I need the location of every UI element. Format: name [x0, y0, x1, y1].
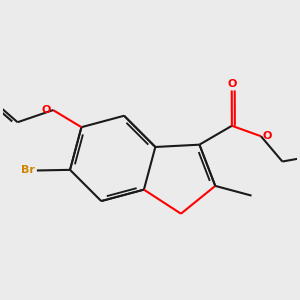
- Text: O: O: [42, 105, 51, 115]
- Text: Br: Br: [21, 166, 35, 176]
- Text: O: O: [263, 131, 272, 141]
- Text: O: O: [227, 79, 236, 88]
